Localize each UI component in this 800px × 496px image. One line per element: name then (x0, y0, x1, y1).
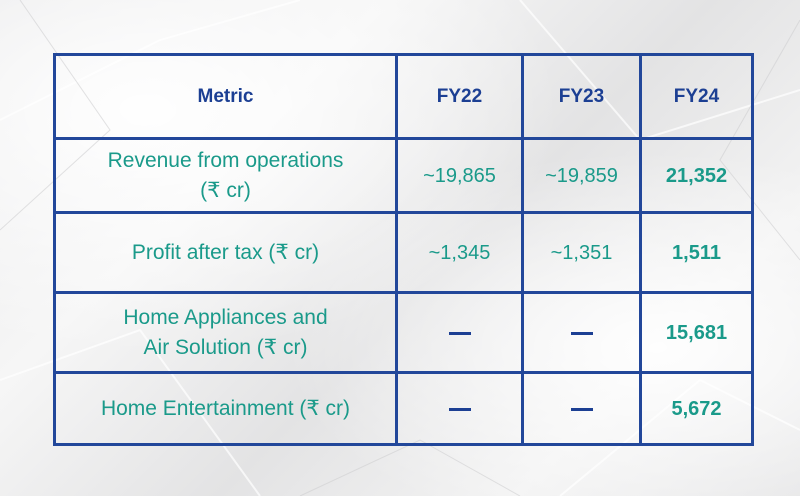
header-fy23: FY23 (521, 53, 642, 140)
header-metric: Metric (53, 53, 398, 140)
metric-label-line: Profit after tax (₹ cr) (131, 240, 320, 264)
dash-icon (570, 407, 593, 411)
header-fy24: FY24 (639, 53, 754, 140)
cell-fy23: ~19,859 (521, 137, 642, 214)
header-fy22: FY22 (395, 53, 524, 140)
cell-fy22: ~19,865 (395, 137, 524, 214)
cell-fy22: — (395, 291, 524, 374)
row-label-revenue: Revenue from operations (₹ cr) (53, 137, 398, 214)
metric-label-line: (₹ cr) (200, 178, 251, 202)
table-row: Home Appliances and Air Solution (₹ cr) … (53, 291, 754, 374)
cell-fy22: ~1,345 (395, 211, 524, 294)
header-row: Metric FY22 FY23 FY24 (53, 53, 754, 140)
cell-fy22: — (395, 371, 524, 446)
cell-fy24: 1,511 (639, 211, 754, 294)
cell-fy23: — (521, 291, 642, 374)
cell-fy24: 5,672 (639, 371, 754, 446)
row-label-profit: Profit after tax (₹ cr) (53, 211, 398, 294)
table-row: Revenue from operations (₹ cr) ~19,865 ~… (53, 137, 754, 214)
dash-icon (448, 407, 471, 411)
table-row: Home Entertainment (₹ cr) — — 5,672 (53, 371, 754, 446)
metrics-table-container: Metric FY22 FY23 FY24 Revenue from opera… (53, 53, 754, 446)
dash-icon (448, 331, 471, 335)
metric-label-line: Revenue from operations (107, 148, 344, 172)
cell-fy23: ~1,351 (521, 211, 642, 294)
cell-fy24: 15,681 (639, 291, 754, 374)
metrics-table: Metric FY22 FY23 FY24 Revenue from opera… (53, 53, 754, 446)
row-label-home-entertainment: Home Entertainment (₹ cr) (53, 371, 398, 446)
row-label-home-appliances: Home Appliances and Air Solution (₹ cr) (53, 291, 398, 374)
table-row: Profit after tax (₹ cr) ~1,345 ~1,351 1,… (53, 211, 754, 294)
metric-label-line: Home Appliances and (123, 305, 328, 329)
metric-label-line: Home Entertainment (₹ cr) (100, 396, 351, 420)
cell-fy23: — (521, 371, 642, 446)
dash-icon (570, 331, 593, 335)
cell-fy24: 21,352 (639, 137, 754, 214)
metric-label-line: Air Solution (₹ cr) (143, 335, 308, 359)
